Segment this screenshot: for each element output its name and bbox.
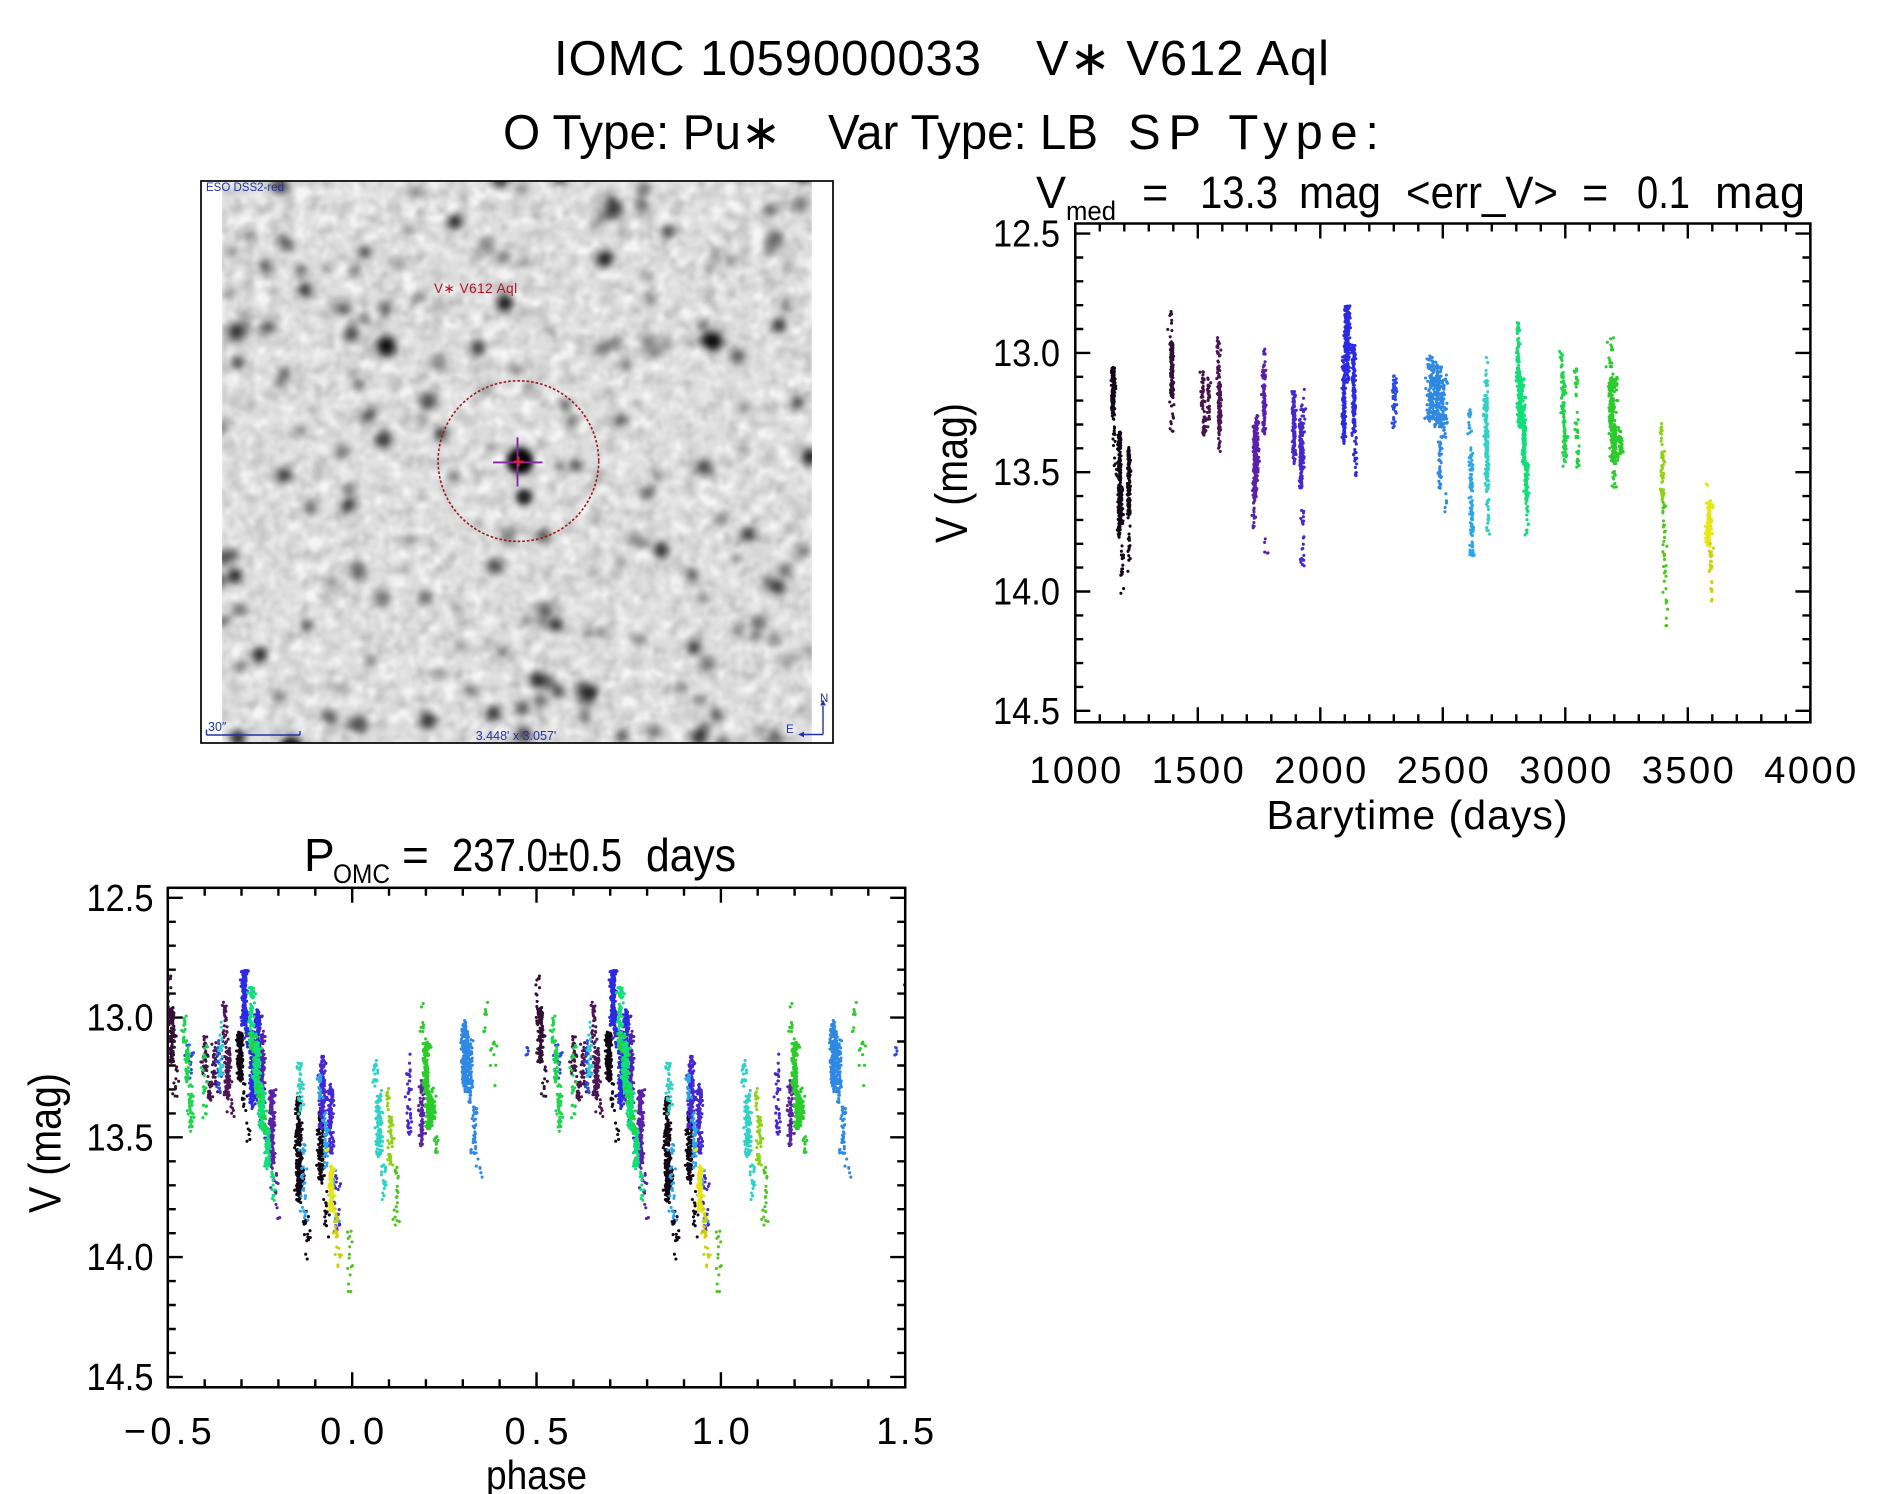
svg-text:SP Type:: SP Type: xyxy=(1128,106,1379,160)
svg-text:12.5: 12.5 xyxy=(87,878,154,920)
svg-text:13.3: 13.3 xyxy=(1200,167,1278,218)
svg-text:237.0±0.5: 237.0±0.5 xyxy=(452,829,622,881)
svg-text:<err_V>: <err_V> xyxy=(1406,167,1558,218)
svg-text:30″: 30″ xyxy=(208,720,227,734)
svg-text:V: V xyxy=(1036,167,1066,218)
svg-text:=: = xyxy=(402,829,429,881)
svg-text:IOMC 1059000033: IOMC 1059000033 xyxy=(554,32,981,86)
svg-text:0.5: 0.5 xyxy=(505,1411,569,1453)
svg-text:14.5: 14.5 xyxy=(993,691,1060,733)
svg-text:13.0: 13.0 xyxy=(87,998,154,1040)
svg-text:12.5: 12.5 xyxy=(993,214,1060,256)
svg-text:1.0: 1.0 xyxy=(692,1411,750,1453)
svg-text:0.0: 0.0 xyxy=(320,1411,384,1453)
svg-text:days: days xyxy=(646,829,736,881)
svg-text:V (mag): V (mag) xyxy=(20,1073,71,1213)
svg-text:14.5: 14.5 xyxy=(87,1357,154,1399)
svg-text:14.0: 14.0 xyxy=(993,572,1060,614)
svg-text:=: = xyxy=(1142,167,1168,218)
svg-text:1.5: 1.5 xyxy=(876,1411,934,1453)
svg-text:13.0: 13.0 xyxy=(993,333,1060,375)
svg-text:3.448' x 3.057': 3.448' x 3.057' xyxy=(476,729,557,743)
svg-text:OMC: OMC xyxy=(333,859,390,889)
svg-text:V∗ V612 Aql: V∗ V612 Aql xyxy=(1036,32,1329,86)
svg-text:=: = xyxy=(1582,167,1608,218)
svg-text:med: med xyxy=(1066,196,1116,226)
svg-text:mag: mag xyxy=(1299,167,1381,218)
svg-text:13.5: 13.5 xyxy=(87,1117,154,1159)
svg-text:E: E xyxy=(786,724,794,736)
svg-text:P: P xyxy=(304,829,335,881)
svg-text:0.1: 0.1 xyxy=(1637,167,1690,218)
svg-text:13.5: 13.5 xyxy=(993,452,1060,494)
svg-text:V (mag): V (mag) xyxy=(926,403,977,543)
svg-text:ESO DSS2-red: ESO DSS2-red xyxy=(206,182,284,194)
svg-text:Var Type: LB: Var Type: LB xyxy=(828,106,1098,160)
svg-text:−0.5: −0.5 xyxy=(124,1411,212,1453)
svg-text:14.0: 14.0 xyxy=(87,1237,154,1279)
svg-text:Barytime (days): Barytime (days) xyxy=(1267,792,1568,838)
svg-text:phase: phase xyxy=(486,1452,587,1494)
svg-text:mag: mag xyxy=(1715,167,1805,218)
svg-text:N: N xyxy=(820,693,828,705)
svg-text:V∗ V612 Aql: V∗ V612 Aql xyxy=(434,281,518,296)
svg-text:O Type: Pu∗: O Type: Pu∗ xyxy=(503,106,781,160)
